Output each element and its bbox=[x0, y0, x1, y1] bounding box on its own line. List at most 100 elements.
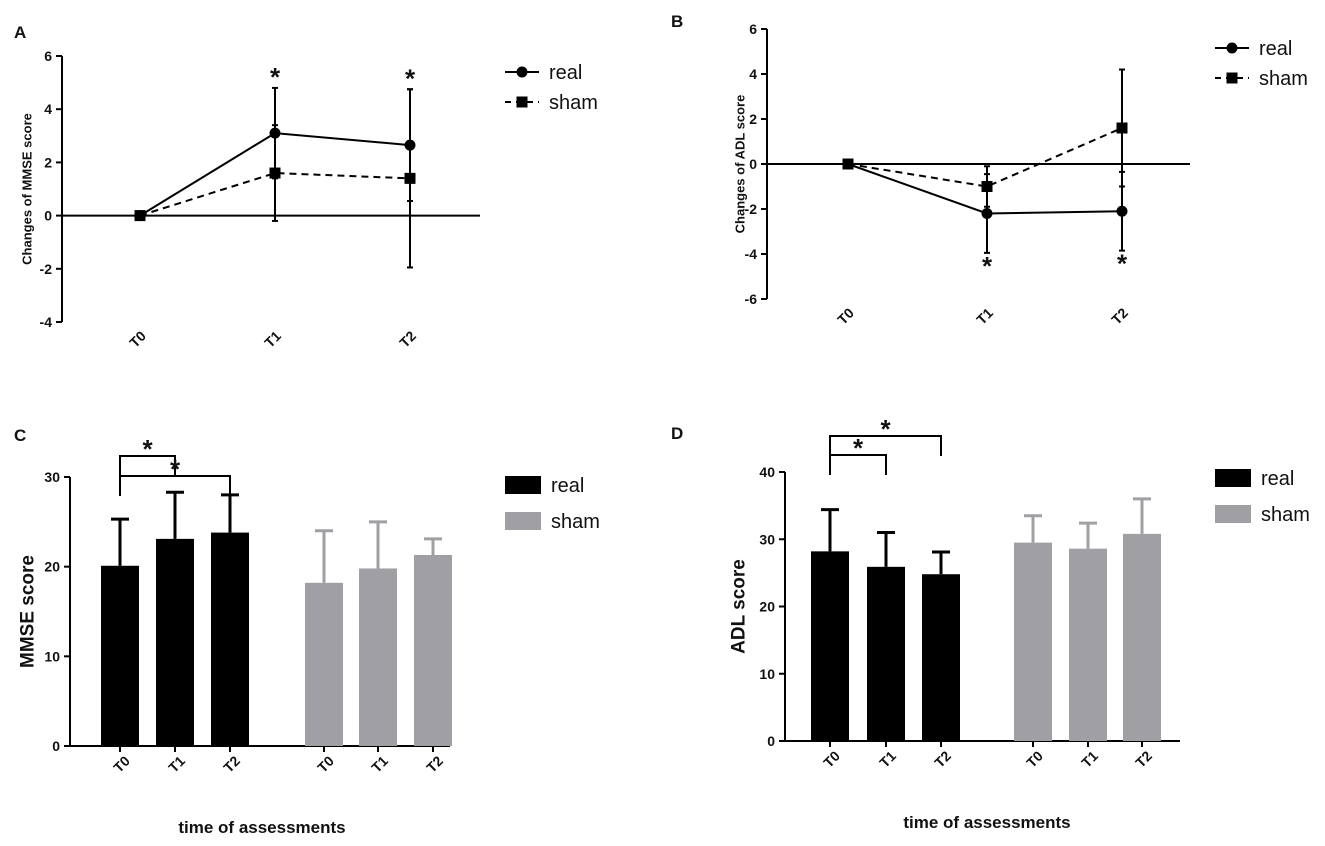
bar bbox=[211, 532, 249, 746]
y-tick-label: 4 bbox=[749, 66, 757, 82]
x-tick-label: T1 bbox=[1078, 748, 1101, 771]
series-line bbox=[139, 172, 411, 217]
y-tick-label: 40 bbox=[759, 464, 775, 480]
bar bbox=[1123, 533, 1161, 741]
bar bbox=[414, 555, 452, 746]
significance-star: * bbox=[170, 454, 181, 484]
legend-swatch bbox=[505, 512, 541, 530]
bar bbox=[922, 574, 960, 741]
legend-label: real bbox=[1261, 468, 1294, 490]
x-tick-label: T2 bbox=[220, 753, 243, 776]
x-tick-label: T1 bbox=[261, 328, 284, 351]
y-tick-label: 20 bbox=[44, 559, 60, 575]
y-tick-label: 4 bbox=[44, 101, 52, 117]
data-point bbox=[981, 208, 993, 219]
y-tick-label: 6 bbox=[44, 48, 52, 64]
bracket-line bbox=[119, 455, 176, 476]
bar bbox=[1014, 542, 1052, 741]
y-tick-label: 2 bbox=[749, 111, 757, 127]
bracket-line bbox=[119, 475, 231, 496]
significance-star: * bbox=[142, 434, 153, 464]
y-tick-label: 10 bbox=[759, 666, 775, 682]
y-tick-label: 10 bbox=[44, 648, 60, 664]
significance-bracket: * bbox=[119, 434, 176, 476]
y-tick-label: -6 bbox=[745, 291, 758, 307]
y-axis-title: Changes of ADL score bbox=[733, 95, 748, 234]
x-tick-label: T1 bbox=[368, 753, 391, 776]
legend-marker bbox=[516, 96, 528, 108]
x-tick-label: T2 bbox=[1132, 748, 1155, 771]
x-tick-label: T2 bbox=[931, 748, 954, 771]
y-tick-label: 0 bbox=[44, 208, 52, 224]
bar bbox=[1069, 548, 1107, 741]
series-real: T0 T1 T2 bbox=[811, 508, 960, 771]
data-point bbox=[1116, 122, 1128, 134]
series-sham bbox=[134, 88, 416, 269]
bracket-line bbox=[829, 454, 887, 475]
data-point bbox=[134, 210, 146, 222]
data-point bbox=[842, 158, 854, 170]
series-sham bbox=[842, 68, 1128, 208]
bar bbox=[359, 568, 397, 746]
legend-item-real: real bbox=[505, 475, 584, 497]
y-axis-title: MMSE score bbox=[18, 555, 39, 668]
x-tick-label: T2 bbox=[1108, 305, 1131, 328]
legend-swatch bbox=[1215, 469, 1251, 487]
legend-item-sham: sham bbox=[505, 511, 600, 533]
legend-label: sham bbox=[1261, 504, 1310, 526]
y-axis-title: ADL score bbox=[729, 559, 750, 654]
data-point bbox=[269, 167, 281, 179]
panel-letter: D bbox=[671, 424, 683, 443]
significance-star: * bbox=[880, 414, 891, 444]
panel-a: A -4 -2 0 2 4 6 Changes of MMSE score T0 T1 T2 * * re… bbox=[14, 23, 598, 351]
legend-marker bbox=[516, 66, 528, 78]
x-tick-label: T0 bbox=[110, 753, 133, 776]
legend-label: real bbox=[551, 475, 584, 497]
x-tick-label: T1 bbox=[876, 748, 899, 771]
legend-label: real bbox=[549, 62, 582, 84]
y-tick-label: -2 bbox=[40, 261, 53, 277]
significance-star: * bbox=[270, 62, 281, 92]
legend-item-sham: sham bbox=[505, 92, 598, 114]
legend-swatch bbox=[1215, 505, 1251, 523]
legend-item-real: real bbox=[1215, 468, 1294, 490]
legend-item-sham: sham bbox=[1215, 68, 1308, 90]
bracket-line bbox=[829, 435, 942, 456]
panel-letter: A bbox=[14, 23, 26, 42]
panel-letter: C bbox=[14, 426, 26, 445]
y-tick-label: 2 bbox=[44, 154, 52, 170]
series-sham: T0 T1 T2 bbox=[1014, 497, 1161, 771]
legend-label: sham bbox=[549, 92, 598, 114]
x-tick-label: T1 bbox=[165, 753, 188, 776]
x-axis-title: time of assessments bbox=[178, 818, 345, 837]
legend-swatch bbox=[505, 476, 541, 494]
x-tick-label: T2 bbox=[423, 753, 446, 776]
data-point bbox=[404, 172, 416, 184]
x-tick-label: T0 bbox=[820, 748, 843, 771]
series-real: T0 T1 T2 bbox=[101, 490, 249, 776]
significance-bracket: * bbox=[829, 414, 942, 456]
significance-star: * bbox=[1117, 249, 1128, 279]
y-tick-label: -4 bbox=[745, 246, 758, 262]
x-tick-label: T0 bbox=[126, 328, 149, 351]
legend-item-sham: sham bbox=[1215, 504, 1310, 526]
legend-item-real: real bbox=[1215, 38, 1292, 60]
panel-b: B -6 -4 -2 0 2 4 6 Changes of ADL score T0 T1 T2 * * r… bbox=[671, 12, 1308, 328]
y-tick-label: 30 bbox=[759, 531, 775, 547]
y-axis-title: Changes of MMSE score bbox=[20, 113, 35, 265]
significance-star: * bbox=[405, 63, 416, 93]
y-tick-label: -4 bbox=[40, 314, 53, 330]
y-tick-label: 0 bbox=[749, 156, 757, 172]
legend-label: sham bbox=[551, 511, 600, 533]
legend-marker bbox=[1226, 42, 1238, 54]
bar bbox=[101, 565, 139, 746]
x-tick-label: T2 bbox=[396, 328, 419, 351]
data-point bbox=[981, 181, 993, 192]
bar bbox=[156, 538, 194, 746]
panel-c: C 0 10 20 30 MMSE score T0 T1 T2 T0 T1 T2 * * time of … bbox=[14, 426, 600, 837]
panel-letter: B bbox=[671, 12, 683, 31]
y-tick-label: 20 bbox=[759, 599, 775, 615]
bar bbox=[867, 566, 905, 741]
legend-label: real bbox=[1259, 38, 1292, 60]
data-point bbox=[1116, 205, 1128, 217]
